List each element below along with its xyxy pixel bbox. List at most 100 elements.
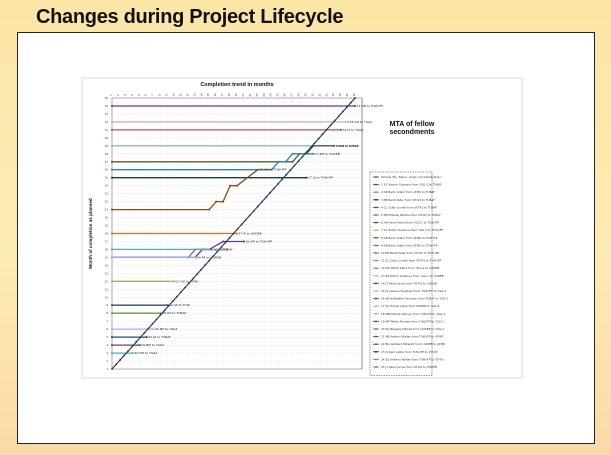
diagonal-point bbox=[228, 236, 231, 240]
series-point bbox=[111, 312, 113, 315]
x-tick-label: 23 bbox=[262, 93, 266, 97]
diagonal-point bbox=[187, 282, 191, 285]
y-tick-label: 30 bbox=[105, 136, 109, 140]
y-tick-label: 2 bbox=[106, 359, 108, 363]
x-tick-label: 19 bbox=[234, 93, 238, 97]
diagonal-point bbox=[297, 160, 300, 163]
x-tick-label: 13 bbox=[192, 93, 196, 97]
diagonal-point bbox=[135, 340, 138, 343]
series-point bbox=[194, 256, 197, 259]
diagonal-point bbox=[195, 273, 199, 276]
y-tick-label: 33 bbox=[105, 112, 109, 116]
diagonal-point bbox=[248, 214, 251, 217]
x-tick-label: 21 bbox=[248, 93, 252, 97]
series-label: 39 NM to YGG2 bbox=[141, 343, 164, 347]
x-tick-label: 22 bbox=[255, 93, 259, 97]
legend-item: Fellows (No, Name, Origin and Destinatio… bbox=[381, 175, 441, 179]
y-tick-label: 21 bbox=[105, 208, 109, 212]
series-label: 20 NP to YGG2 bbox=[155, 327, 177, 331]
series-point bbox=[222, 240, 225, 243]
x-tick-label: 32 bbox=[324, 93, 328, 97]
legend-marker bbox=[375, 351, 377, 353]
series-point bbox=[111, 344, 113, 346]
diagonal-point bbox=[110, 367, 114, 371]
legend-marker bbox=[375, 191, 377, 193]
legend-item: 14 JT Kalan Janos from VIT-R3 to UODEB bbox=[381, 281, 437, 285]
series-point bbox=[305, 176, 308, 179]
diagonal-point bbox=[139, 336, 142, 339]
series-point bbox=[111, 176, 113, 179]
x-tick-label: 10 bbox=[172, 93, 176, 97]
x-tick-label: 16 bbox=[213, 93, 217, 97]
x-tick-label: 36 bbox=[352, 93, 356, 97]
series-label: 17 CJ to TUW-IFP bbox=[308, 176, 333, 180]
legend-item: 6 AN Adriel Astrid from YGG-1 to TUW-IFP bbox=[381, 221, 439, 225]
diagonal-point bbox=[317, 137, 320, 140]
legend-item: 24 SG Kellerin Walter from TUW-IFP to VI… bbox=[381, 357, 444, 361]
legend-marker bbox=[375, 320, 377, 323]
series-point bbox=[111, 304, 113, 307]
legend-item: 17 TA Tomski Jakob from UODEB to YGG-1 bbox=[381, 304, 440, 308]
series-point bbox=[111, 144, 113, 147]
y-tick-label: 9 bbox=[106, 303, 108, 307]
series-point bbox=[291, 160, 294, 163]
y-tick-label: 12 bbox=[105, 279, 109, 283]
legend-item: 12 PW Werth Petra from YGG-2 to UODEB bbox=[381, 266, 439, 270]
legend-marker bbox=[375, 183, 377, 186]
y-tick-label: 15 bbox=[105, 255, 109, 259]
series-label: 27 IF to UODEB bbox=[239, 232, 262, 236]
diagonal-point bbox=[272, 187, 276, 190]
series-point bbox=[173, 280, 176, 283]
y-tick-label: 5 bbox=[106, 335, 108, 339]
series-point bbox=[111, 280, 113, 283]
diagonal-point bbox=[216, 250, 219, 253]
y-axis-label: Month of completion as planned bbox=[88, 198, 93, 269]
mta-title: MTA of fellow secondments bbox=[389, 121, 434, 136]
legend-item: 7 SS Rahmi Suzanne from YGG-1 to TUW-IFP bbox=[381, 228, 443, 232]
diagonal-point bbox=[167, 304, 170, 307]
series-point bbox=[236, 184, 238, 187]
diagonal-point bbox=[155, 318, 158, 321]
legend-item: 13 RS Rahmi Suzanne from YGG-1 to UODEB bbox=[381, 274, 444, 278]
legend-item: 20 SK Bergelly Mikhail from UODEB to YGG… bbox=[381, 327, 444, 331]
diagonal-point bbox=[353, 96, 357, 100]
y-tick-label: 3 bbox=[106, 351, 108, 355]
series-point bbox=[312, 144, 315, 147]
legend-marker bbox=[375, 305, 377, 307]
y-tick-label: 31 bbox=[105, 128, 109, 132]
diagonal-point bbox=[309, 146, 312, 149]
diagonal-point bbox=[321, 133, 324, 136]
series-point bbox=[111, 160, 113, 163]
diagonal-point bbox=[200, 268, 203, 271]
legend-marker bbox=[375, 229, 377, 231]
diagonal-point bbox=[293, 164, 296, 167]
series-point bbox=[208, 248, 211, 251]
diagonal-point bbox=[204, 264, 207, 267]
diagonal-point bbox=[175, 295, 178, 298]
diagonal-point bbox=[345, 105, 349, 109]
series-point bbox=[208, 208, 211, 211]
series-point bbox=[111, 256, 113, 259]
y-tick-label: 19 bbox=[105, 224, 109, 228]
series-label: 32 JO to TUBAF bbox=[148, 335, 171, 339]
diagonal-point bbox=[119, 358, 122, 362]
diagonal-point bbox=[163, 309, 166, 312]
legend-marker bbox=[375, 237, 377, 239]
diagonal-point bbox=[123, 354, 126, 357]
legend-item: 19 NP Pfeifer Norbert from TUW-IFP to YG… bbox=[381, 319, 444, 323]
legend-item: 11 CL Colbo Lindell from VIT-R3 to TUW-I… bbox=[381, 259, 441, 263]
diagonal-point bbox=[191, 277, 195, 280]
series-point bbox=[284, 160, 287, 163]
x-tick-label: 31 bbox=[317, 93, 321, 97]
y-tick-label: 6 bbox=[106, 327, 108, 331]
chart-title: Completion trend in months bbox=[200, 82, 273, 88]
diagonal-point bbox=[236, 227, 239, 231]
diagonal-point bbox=[276, 182, 280, 185]
legend-marker bbox=[375, 275, 377, 277]
series-point bbox=[152, 328, 155, 331]
series-point bbox=[111, 121, 113, 123]
legend-item: 21 NB Kellerin Walter from TUW-IFP to AT… bbox=[381, 335, 444, 339]
diagonal-point bbox=[179, 291, 182, 294]
legend-item: 1 SS Steiner Susanne from YGG-2 to TUBAF bbox=[381, 183, 442, 187]
legend-item: 10 PB Bardt Peter from VIT-R3 to TUW-IFP bbox=[381, 251, 439, 255]
